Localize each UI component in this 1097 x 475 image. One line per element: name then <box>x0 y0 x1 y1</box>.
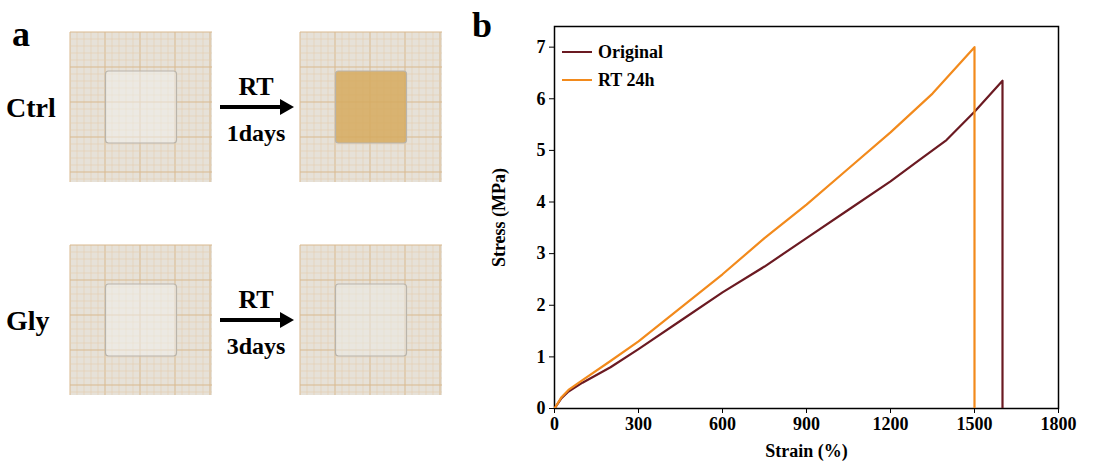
html-text:RT 24h: RT 24h <box>598 69 655 90</box>
svg-text:Gly: Gly <box>6 305 50 336</box>
html-text:b: b <box>472 5 492 45</box>
svg-text:3: 3 <box>537 243 546 263</box>
svg-text:Stress (MPa): Stress (MPa) <box>489 168 510 267</box>
svg-text:1days: 1days <box>227 120 286 146</box>
svg-text:0: 0 <box>550 414 559 434</box>
html-text:Original: Original <box>598 41 663 62</box>
svg-text:3days: 3days <box>227 333 286 359</box>
svg-text:a: a <box>12 14 30 54</box>
svg-text:Ctrl: Ctrl <box>6 92 56 123</box>
svg-text:0: 0 <box>537 398 546 418</box>
svg-text:5: 5 <box>537 140 546 160</box>
svg-text:Strain (%): Strain (%) <box>765 441 848 462</box>
svg-text:2: 2 <box>537 295 546 315</box>
svg-text:1: 1 <box>537 347 546 367</box>
svg-text:7: 7 <box>537 37 546 57</box>
svg-text:1200: 1200 <box>873 414 909 434</box>
svg-text:RT: RT <box>238 72 273 101</box>
svg-text:6: 6 <box>537 89 546 109</box>
svg-text:300: 300 <box>625 414 652 434</box>
svg-text:1800: 1800 <box>1041 414 1077 434</box>
svg-text:600: 600 <box>709 414 736 434</box>
svg-text:RT: RT <box>238 285 273 314</box>
svg-text:900: 900 <box>793 414 820 434</box>
svg-text:4: 4 <box>537 192 546 212</box>
svg-text:1500: 1500 <box>957 414 993 434</box>
